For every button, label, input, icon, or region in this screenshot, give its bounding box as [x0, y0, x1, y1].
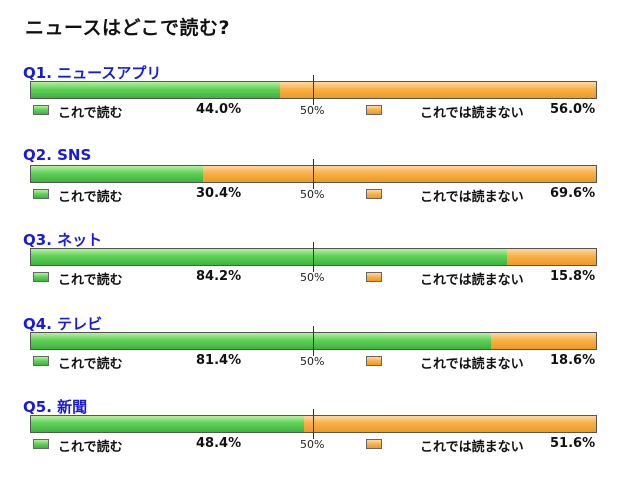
legend-swatch-not-read	[366, 356, 382, 366]
midpoint-tick	[313, 159, 314, 189]
legend-row: これで読む 30.4% 50% これでは読まない 69.6%	[0, 186, 626, 205]
midpoint-tick	[313, 242, 314, 272]
legend-swatch-not-read	[366, 439, 382, 449]
bar-segment-read	[31, 416, 305, 432]
legend-label-not-read: これでは読まない	[420, 190, 524, 205]
midpoint-label: 50%	[300, 104, 325, 117]
legend-label-read: これで読む	[58, 273, 123, 288]
question-block: Q2. SNS これで読む 30.4% 50% これでは読まない 69.6%	[0, 146, 626, 226]
legend-swatch-read	[33, 356, 49, 366]
legend-swatch-read	[33, 272, 49, 282]
question-block: Q5. 新聞これで読む 48.4% 50% これでは読まない 51.6%	[0, 396, 626, 476]
question-block: Q1. ニュースアプリ これで読む 44.0% 50% これでは読まない 56.0%	[0, 62, 626, 142]
value-label-not-read: 69.6%	[550, 186, 596, 201]
legend-label-read: これで読む	[58, 440, 123, 455]
legend-swatch-read	[33, 439, 49, 449]
midpoint-label: 50%	[300, 355, 325, 368]
value-label-read: 81.4%	[196, 353, 242, 368]
value-label-not-read: 51.6%	[550, 436, 596, 451]
midpoint-label: 50%	[300, 188, 325, 201]
value-label-read: 30.4%	[196, 186, 242, 201]
bar-segment-not-read	[491, 333, 596, 349]
value-label-read: 84.2%	[196, 269, 242, 284]
value-label-read: 48.4%	[196, 436, 242, 451]
value-label-not-read: 56.0%	[550, 102, 596, 117]
legend-row: これで読む 48.4% 50% これでは読まない 51.6%	[0, 436, 626, 455]
legend-swatch-read	[33, 105, 49, 115]
bar-segment-not-read	[280, 82, 596, 98]
value-label-read: 44.0%	[196, 102, 242, 117]
legend-swatch-not-read	[366, 105, 382, 115]
legend-label-read: これで読む	[58, 106, 123, 121]
question-label: Q4. テレビ	[23, 315, 103, 333]
legend-label-not-read: これでは読まない	[420, 273, 524, 288]
midpoint-tick	[313, 75, 314, 105]
question-label: Q1. ニュースアプリ	[23, 64, 162, 82]
legend-swatch-not-read	[366, 272, 382, 282]
bar-segment-not-read	[507, 249, 596, 265]
legend-row: これで読む 81.4% 50% これでは読まない 18.6%	[0, 353, 626, 372]
legend-label-read: これで読む	[58, 190, 123, 205]
bar-segment-read	[31, 333, 491, 349]
question-block: Q3. ネットこれで読む 84.2% 50% これでは読まない 15.8%	[0, 229, 626, 309]
bar-segment-not-read	[304, 416, 596, 432]
question-label: Q3. ネット	[23, 231, 103, 249]
bar-segment-read	[31, 166, 203, 182]
question-block: Q4. テレビこれで読む 81.4% 50% これでは読まない 18.6%	[0, 313, 626, 393]
legend-row: これで読む 84.2% 50% これでは読まない 15.8%	[0, 269, 626, 288]
legend-label-not-read: これでは読まない	[420, 440, 524, 455]
question-label: Q5. 新聞	[23, 398, 88, 416]
page-title: ニュースはどこで読む?	[25, 17, 231, 39]
legend-label-not-read: これでは読まない	[420, 357, 524, 372]
midpoint-label: 50%	[300, 438, 325, 451]
legend-swatch-read	[33, 189, 49, 199]
question-label: Q2. SNS	[23, 146, 92, 164]
bar-segment-not-read	[203, 166, 596, 182]
value-label-not-read: 15.8%	[550, 269, 596, 284]
bar-segment-read	[31, 249, 507, 265]
midpoint-tick	[313, 409, 314, 439]
midpoint-tick	[313, 326, 314, 356]
legend-row: これで読む 44.0% 50% これでは読まない 56.0%	[0, 102, 626, 121]
legend-label-not-read: これでは読まない	[420, 106, 524, 121]
legend-label-read: これで読む	[58, 357, 123, 372]
value-label-not-read: 18.6%	[550, 353, 596, 368]
bar-segment-read	[31, 82, 280, 98]
legend-swatch-not-read	[366, 189, 382, 199]
midpoint-label: 50%	[300, 271, 325, 284]
